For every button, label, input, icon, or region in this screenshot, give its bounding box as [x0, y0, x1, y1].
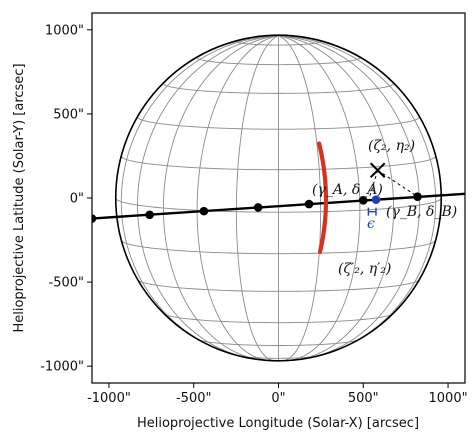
track-point [304, 199, 314, 209]
solar-limb [114, 34, 443, 362]
x-tick-label: 500" [348, 391, 379, 406]
track-point [253, 203, 263, 212]
dashed-line-to-gammaB [377, 169, 418, 198]
meridian-line [137, 35, 279, 360]
blue-point [371, 195, 381, 204]
label-zeta2-eta2: (ζ₂, η₂) [368, 138, 415, 154]
parallel-line [137, 116, 420, 130]
parallel-line [120, 240, 437, 255]
meridian-line [278, 35, 395, 361]
track-point [358, 196, 368, 205]
x-tick-label: -1000" [87, 391, 131, 406]
label-epsilon: ϵ [367, 216, 375, 232]
meridian-line [120, 35, 279, 353]
meridian-line [278, 35, 361, 361]
y-axis-label: Helioprojective Latitude (Solar-Y) [arcs… [12, 63, 27, 332]
track-point [413, 192, 422, 201]
label-gammaB-deltaB: (γ_B, δ_B) [386, 204, 457, 220]
y-tick-label: -500" [49, 276, 84, 291]
parallel-line [162, 83, 395, 94]
y-tick-label: 1000" [45, 23, 84, 38]
dashed-line-to-gammaA [369, 170, 379, 196]
meridian-line [196, 35, 279, 361]
y-tick-label: 500" [53, 107, 84, 122]
y-tick-label: 0" [70, 192, 84, 207]
meridian-line [278, 35, 420, 360]
label-gammaA-deltaA: (γ_A, δ_A) [312, 182, 383, 198]
parallel-line [115, 197, 442, 213]
meridian-line [278, 35, 322, 361]
plot-data [92, 141, 465, 255]
track-line [92, 192, 465, 220]
parallel-line [198, 339, 359, 346]
parallel-line [120, 155, 437, 171]
x-tick-label: -500" [176, 391, 211, 406]
parallel-line [196, 57, 361, 66]
parallel-line [235, 41, 322, 46]
red-arc [316, 141, 329, 255]
x-tick-label: 0" [271, 391, 285, 406]
axes: -1000" -500" 0" 500" 1000" 1000" 500" 0" -500" -1… [40, 23, 467, 406]
meridian-line [278, 35, 437, 353]
parallel-line [163, 313, 394, 324]
label-zeta2prime-eta2prime: (ζ′₂, η′₂) [338, 261, 391, 277]
meridian-line [235, 35, 279, 361]
cross-marker [369, 162, 386, 178]
y-tick-label: -1000" [40, 360, 84, 375]
meridian-line [162, 35, 279, 361]
parallel-line [137, 279, 420, 292]
track-point [145, 210, 154, 220]
x-axis-label: Helioprojective Longitude (Solar-X) [arc… [137, 416, 419, 431]
track-point [92, 214, 97, 223]
track-point [199, 206, 209, 216]
x-tick-label: 1000" [429, 391, 468, 406]
